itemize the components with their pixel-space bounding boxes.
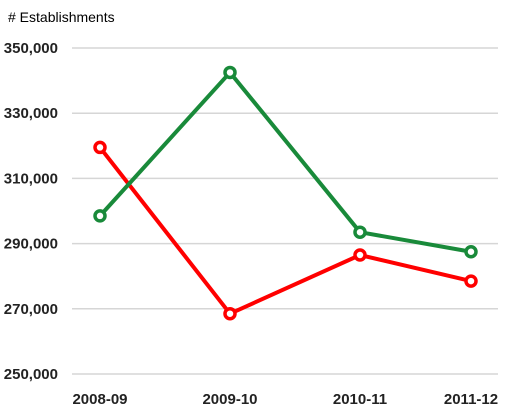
x-tick-label-0: 2008-09 bbox=[72, 391, 127, 408]
gridlines bbox=[72, 47, 498, 375]
x-tick-label-2: 2010-11 bbox=[333, 391, 387, 408]
series-0-point-2 bbox=[353, 248, 367, 262]
series-points bbox=[93, 65, 478, 321]
y-tick-label-2: 290,000 bbox=[4, 236, 58, 253]
x-tick-label-1: 2009-10 bbox=[202, 391, 257, 408]
y-axis-label: # Establishments bbox=[8, 9, 115, 25]
x-tick-labels: 2008-09 2009-10 2010-11 2011-12 bbox=[72, 391, 498, 408]
series-0-point-0 bbox=[93, 140, 107, 155]
series-1-line bbox=[98, 70, 473, 254]
y-tick-labels: 250,000 270,000 290,000 310,000 330,000 350,0… bbox=[4, 40, 58, 383]
series-1-point-3 bbox=[464, 245, 478, 259]
series-1-point-1 bbox=[223, 65, 237, 80]
y-tick-label-4: 330,000 bbox=[4, 105, 58, 122]
y-tick-label-3: 310,000 bbox=[4, 170, 58, 187]
y-tick-label-5: 350,000 bbox=[4, 40, 58, 57]
y-tick-label-0: 250,000 bbox=[4, 366, 58, 383]
series-0-line bbox=[98, 145, 473, 316]
y-tick-label-1: 270,000 bbox=[4, 301, 58, 318]
series-0-point-3 bbox=[464, 274, 478, 288]
series-0-point-1 bbox=[223, 306, 237, 321]
x-tick-label-3: 2011-12 bbox=[444, 391, 498, 408]
series-lines bbox=[98, 70, 473, 316]
series-1-point-2 bbox=[353, 225, 367, 239]
series-1-point-0 bbox=[93, 209, 107, 223]
